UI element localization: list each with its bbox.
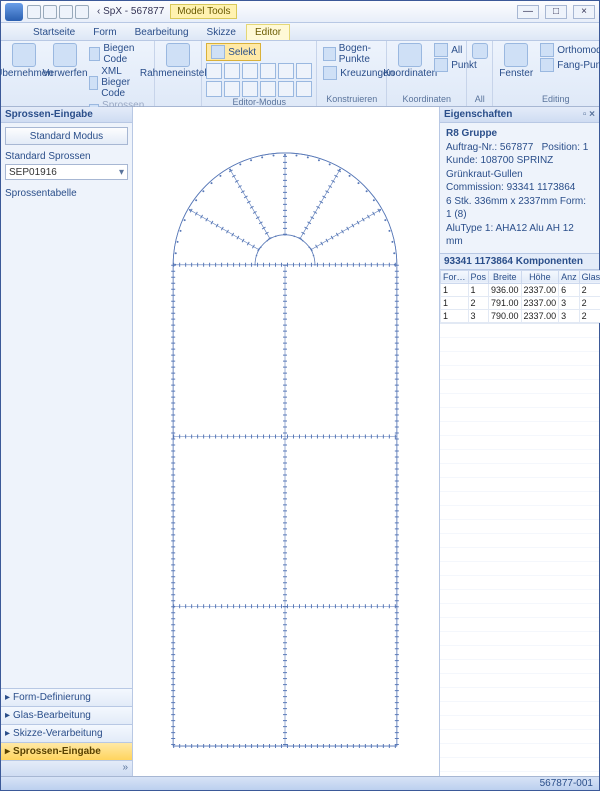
tab-form[interactable]: Form — [85, 25, 124, 40]
rahmeneinstellungen-button[interactable]: Rahmeneinstel… — [159, 43, 197, 79]
sprossentabelle-label: Sprossentabelle — [5, 188, 128, 199]
koordinaten-button[interactable]: Koordinaten — [391, 43, 429, 79]
quick-access-toolbar — [27, 5, 89, 19]
standard-modus-button[interactable]: Standard Modus — [5, 127, 128, 145]
maximize-button[interactable]: □ — [545, 5, 567, 19]
table-header[interactable]: Pos — [468, 270, 489, 283]
components-table: For…PosBreiteHöheAnzGlas… 11936.002337.0… — [440, 270, 600, 323]
acc-glas-bearbeitung[interactable]: ▸ Glas-Bearbeitung — [1, 706, 132, 724]
orthomodus-button[interactable]: Orthomodus — [538, 43, 600, 57]
window-title: ‹ SpX - 567877 — [97, 6, 164, 17]
acc-skizze-verarbeitung[interactable]: ▸ Skizze-Verarbeitung — [1, 724, 132, 742]
group-all-label: All — [471, 94, 488, 104]
left-panel-title: Sprossen-Eingabe — [1, 107, 132, 123]
status-text: 567877-001 — [540, 778, 593, 789]
qat-save-icon[interactable] — [27, 5, 41, 19]
all-button[interactable] — [471, 43, 488, 59]
qat-redo-icon[interactable] — [59, 5, 73, 19]
drawing-canvas[interactable] — [133, 107, 439, 776]
tab-bearbeitung[interactable]: Bearbeitung — [127, 25, 197, 40]
left-panel: Sprossen-Eingabe Standard Modus Standard… — [1, 107, 133, 776]
standard-sprossen-label: Standard Sprossen — [5, 151, 128, 162]
selekt-mode-button[interactable]: Selekt — [206, 43, 261, 61]
fenster-button[interactable]: Fenster — [497, 43, 535, 79]
table-row[interactable]: 11936.002337.0062 — [441, 283, 600, 296]
table-header[interactable]: Anz — [559, 270, 580, 283]
components-table-title: 93341 1173864 Komponenten — [440, 253, 599, 270]
table-row[interactable]: 12791.002337.0032 — [441, 296, 600, 309]
sprossen-select[interactable]: SEP01916 — [5, 164, 128, 180]
qat-undo-icon[interactable] — [43, 5, 57, 19]
table-header[interactable]: Höhe — [521, 270, 559, 283]
acc-expand-button[interactable]: » — [1, 760, 132, 776]
context-tab-label: Model Tools — [170, 4, 237, 19]
qat-more-icon[interactable] — [75, 5, 89, 19]
right-panel: Eigenschaften ▫ × R8 Gruppe Auftrag-Nr.: … — [439, 107, 599, 776]
app-menu-button[interactable] — [5, 3, 23, 21]
right-panel-title: Eigenschaften — [444, 109, 512, 120]
ribbon: Übernehmen Verwerfen Biegen Code XML Bie… — [1, 41, 599, 107]
acc-form-definierung[interactable]: ▸ Form-Definierung — [1, 688, 132, 706]
table-empty-rows — [440, 323, 599, 777]
verwerfen-button[interactable]: Verwerfen — [46, 43, 84, 79]
group-editor-modus-label: Editor-Modus — [206, 97, 312, 107]
table-header[interactable]: Breite — [489, 270, 522, 283]
properties-info: R8 Gruppe Auftrag-Nr.: 567877 Position: … — [440, 123, 599, 253]
table-header[interactable]: For… — [441, 270, 469, 283]
ribbon-tabstrip: Startseite Form Bearbeitung Skizze Edito… — [1, 23, 599, 41]
uebernehmen-button[interactable]: Übernehmen — [5, 43, 43, 79]
tab-startseite[interactable]: Startseite — [25, 25, 83, 40]
bogen-punkte-button[interactable]: Bogen-Punkte — [321, 43, 396, 65]
tab-skizze[interactable]: Skizze — [199, 25, 244, 40]
tab-editor[interactable]: Editor — [246, 24, 290, 40]
close-button[interactable]: × — [573, 5, 595, 19]
editor-tool-grid[interactable] — [206, 63, 312, 97]
acc-sprossen-eingabe[interactable]: ▸ Sprossen-Eingabe — [1, 742, 132, 760]
biegen-code-button[interactable]: Biegen Code — [87, 43, 150, 65]
left-accordion: ▸ Form-Definierung ▸ Glas-Bearbeitung ▸ … — [1, 688, 132, 776]
table-header[interactable]: Glas… — [579, 270, 600, 283]
table-row[interactable]: 13790.002337.0032 — [441, 309, 600, 322]
panel-pin-icon[interactable]: ▫ × — [583, 109, 595, 120]
fang-punkt-button[interactable]: Fang-Punkt — [538, 58, 600, 72]
group-konstruieren-label: Konstruieren — [321, 94, 382, 104]
group-koordinaten-label: Koordinaten — [391, 94, 462, 104]
status-bar: 567877-001 — [1, 776, 599, 790]
group-editing-label: Editing — [497, 94, 600, 104]
minimize-button[interactable]: — — [517, 5, 539, 19]
